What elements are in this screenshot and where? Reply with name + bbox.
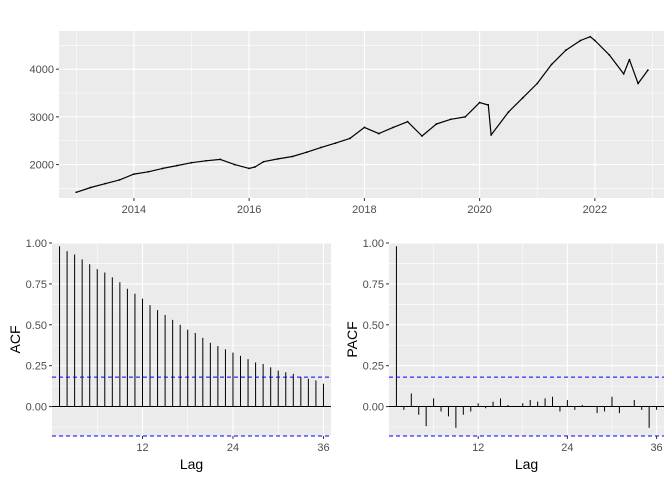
data-point [637, 82, 639, 85]
data-point [277, 157, 279, 160]
x-tick-label: 12 [472, 442, 484, 454]
panel-background [389, 243, 664, 436]
data-point [219, 158, 222, 161]
data-point [118, 178, 121, 181]
x-tick-label: 24 [227, 442, 239, 454]
y-tick-label: 0.00 [363, 402, 384, 414]
acf-panel: 12 24 36 0.00 0.25 0.50 0.75 1.00 Lag ACF [7, 238, 331, 472]
data-point [176, 164, 179, 167]
x-axis-title: Lag [180, 456, 203, 472]
data-point [628, 58, 631, 61]
data-point [349, 137, 351, 140]
data-point [536, 82, 539, 85]
y-tick-label: 2000 [30, 160, 54, 172]
data-point [449, 118, 452, 121]
data-point [363, 126, 366, 129]
data-point [421, 135, 423, 137]
data-point [550, 63, 553, 66]
x-tick-label: 2020 [467, 204, 491, 216]
data-point [161, 167, 164, 170]
data-point [646, 69, 649, 72]
data-point [593, 39, 596, 42]
data-point [507, 111, 510, 114]
data-point [589, 35, 592, 38]
data-point [521, 96, 524, 99]
y-axis-title: PACF [344, 321, 360, 357]
data-point [233, 163, 236, 166]
y-axis-title: ACF [7, 326, 23, 354]
x-tick-label: 24 [561, 442, 573, 454]
data-point [435, 123, 438, 125]
y-tick-label: 3000 [30, 112, 54, 124]
data-point [89, 186, 92, 189]
y-tick-label: 0.75 [363, 279, 384, 291]
data-point [406, 120, 409, 123]
y-tick-label: 0.25 [363, 361, 384, 373]
y-tick-label: 1.00 [363, 238, 384, 250]
data-point [190, 161, 193, 164]
data-point [377, 132, 380, 135]
data-point [565, 49, 567, 51]
x-tick-label: 36 [317, 442, 329, 454]
x-tick-label: 12 [136, 442, 148, 454]
data-point [75, 191, 78, 194]
x-tick-label: 2018 [352, 204, 376, 216]
data-point [291, 155, 294, 158]
pacf-panel: 12 24 36 0.00 0.25 0.50 0.75 1.00 Lag PACF [344, 238, 664, 472]
x-tick-label: 2014 [122, 204, 146, 216]
data-point [147, 170, 150, 173]
panel-background [59, 31, 664, 198]
y-tick-label: 0.50 [363, 320, 384, 332]
data-point [490, 134, 493, 136]
data-point [392, 126, 395, 129]
data-point [464, 115, 467, 118]
data-point [478, 101, 481, 104]
x-tick-label: 2022 [583, 204, 607, 216]
panel-background [52, 243, 331, 436]
y-tick-label: 1.00 [26, 238, 47, 250]
y-tick-label: 4000 [30, 64, 54, 76]
time-series-panel: 2014 2016 2018 2020 2022 2000 3000 4000 [30, 31, 664, 216]
y-tick-label: 0.75 [26, 279, 47, 291]
data-point [608, 53, 611, 56]
data-point [305, 151, 308, 154]
data-point [248, 167, 251, 170]
x-axis-title: Lag [515, 456, 538, 472]
data-point [320, 146, 323, 149]
data-point [254, 166, 256, 168]
x-tick-label: 2016 [237, 204, 261, 216]
data-point [262, 160, 265, 163]
y-tick-label: 0.00 [26, 402, 47, 414]
data-point [622, 73, 625, 75]
data-point [487, 104, 490, 106]
x-tick-label: 36 [650, 442, 662, 454]
y-tick-label: 0.25 [26, 361, 47, 373]
data-point [579, 39, 582, 42]
y-tick-label: 0.50 [26, 320, 47, 332]
data-point [104, 182, 106, 185]
data-point [133, 173, 135, 176]
data-point [334, 142, 337, 145]
data-point [205, 159, 207, 162]
